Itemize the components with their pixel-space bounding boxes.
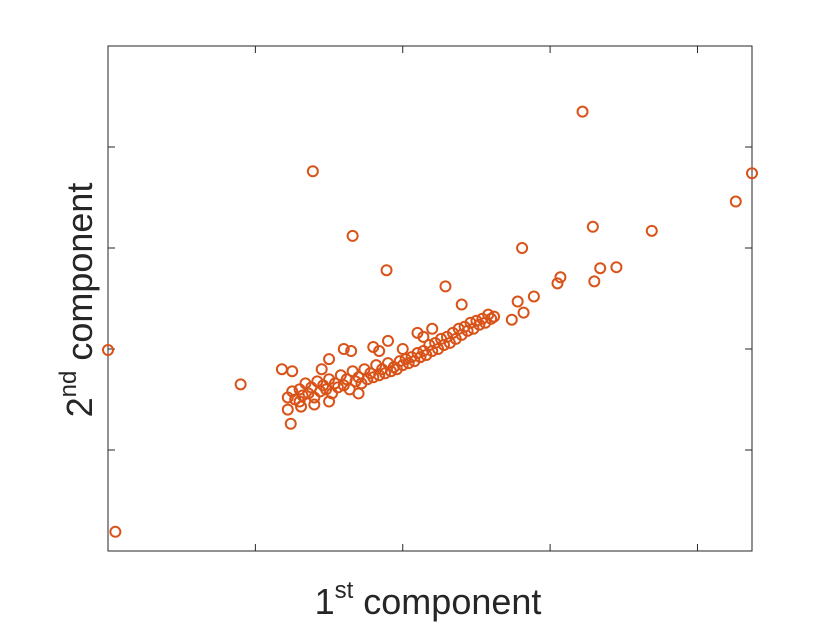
point	[380, 264, 393, 277]
point	[517, 306, 530, 319]
plot-box	[107, 45, 753, 552]
point	[296, 389, 309, 402]
point	[284, 417, 297, 430]
y-label-sup: nd	[55, 371, 82, 398]
x-label-rest: component	[353, 581, 541, 622]
point	[345, 345, 358, 358]
point	[295, 400, 308, 413]
point	[588, 275, 601, 288]
point	[554, 271, 567, 284]
point	[367, 371, 380, 384]
point	[308, 398, 321, 411]
y-label-base: 2	[59, 397, 100, 417]
point	[426, 322, 439, 335]
point	[511, 295, 524, 308]
point	[645, 224, 658, 237]
point	[286, 365, 299, 378]
point	[402, 357, 415, 370]
point	[414, 351, 427, 364]
point	[439, 280, 452, 293]
point	[396, 343, 409, 355]
point	[314, 385, 327, 398]
point	[337, 343, 350, 355]
point	[323, 395, 336, 408]
point	[485, 312, 498, 325]
point	[306, 165, 319, 178]
x-label-base: 1	[315, 581, 335, 622]
point	[346, 365, 359, 378]
point	[594, 262, 607, 275]
point	[352, 387, 365, 400]
point	[373, 345, 386, 358]
point	[488, 310, 501, 323]
point	[576, 105, 589, 118]
point	[315, 363, 328, 376]
point	[586, 220, 599, 233]
point	[346, 229, 359, 242]
point	[610, 261, 623, 274]
point	[551, 277, 564, 290]
y-axis-label: 2nd component	[55, 183, 100, 418]
point	[746, 167, 758, 180]
point	[373, 369, 386, 382]
point	[455, 298, 468, 311]
point	[331, 381, 344, 394]
point	[361, 373, 374, 386]
point	[275, 363, 288, 376]
point	[729, 195, 742, 208]
point	[382, 334, 394, 347]
point	[527, 290, 540, 303]
point	[516, 242, 529, 254]
x-label-sup: st	[335, 577, 354, 604]
point	[473, 318, 486, 331]
point	[102, 344, 114, 357]
point	[281, 403, 294, 416]
point	[505, 313, 518, 326]
point	[417, 330, 430, 343]
point	[109, 525, 122, 538]
y-label-rest: component	[59, 183, 100, 371]
point	[234, 378, 247, 391]
point	[293, 395, 306, 408]
x-axis-label: 1st component	[315, 577, 542, 622]
point	[323, 353, 336, 366]
point	[396, 359, 409, 372]
